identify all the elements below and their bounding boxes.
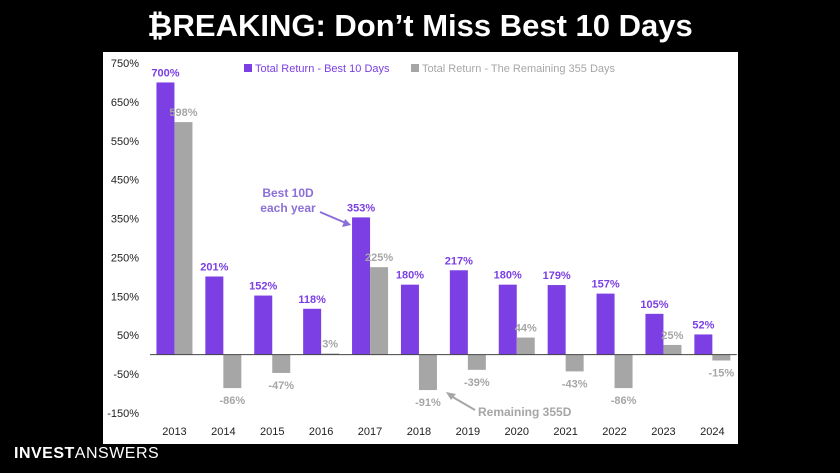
data-label-remaining: -91% bbox=[415, 397, 441, 409]
data-label-remaining: -43% bbox=[562, 378, 588, 390]
data-label-remaining: 25% bbox=[661, 330, 683, 342]
bar-remaining bbox=[174, 122, 193, 355]
x-tick-label: 2022 bbox=[602, 426, 626, 438]
annotation-arrow-best10 bbox=[319, 211, 349, 225]
y-tick-label: 650% bbox=[111, 97, 139, 109]
x-tick-label: 2013 bbox=[162, 426, 186, 438]
bar-best10 bbox=[352, 217, 371, 355]
x-tick-label: 2023 bbox=[651, 426, 675, 438]
y-tick-label: 450% bbox=[111, 175, 139, 187]
x-tick-label: 2018 bbox=[407, 426, 431, 438]
data-label-remaining: 598% bbox=[169, 107, 197, 119]
data-label-remaining: -15% bbox=[709, 368, 735, 380]
data-label-best10: 157% bbox=[591, 279, 619, 291]
data-label-remaining: -39% bbox=[464, 377, 490, 389]
bar-best10 bbox=[400, 284, 419, 355]
annotation-remaining: Remaining 355D bbox=[478, 405, 572, 419]
brand-logo: INVESTANSWERS bbox=[14, 445, 159, 463]
annotation-arrow-remaining bbox=[450, 395, 476, 411]
brand-answers: ANSWERS bbox=[74, 445, 160, 462]
data-label-best10: 217% bbox=[445, 255, 473, 267]
title-text: REAKING: Don’t Miss Best 10 Days bbox=[172, 8, 693, 43]
bar-best10 bbox=[156, 82, 175, 355]
x-tick-label: 2014 bbox=[211, 426, 235, 438]
bar-remaining bbox=[467, 354, 486, 370]
data-label-best10: 118% bbox=[298, 294, 326, 306]
data-label-best10: 52% bbox=[692, 319, 714, 331]
data-label-remaining: 3% bbox=[322, 339, 338, 351]
annotation-arrowhead-remaining bbox=[445, 392, 456, 400]
annotation-best10-line2: each year bbox=[260, 201, 316, 215]
legend-label-best10: Total Return - Best 10 Days bbox=[255, 63, 390, 75]
bar-remaining bbox=[516, 337, 535, 355]
bar-chart: 750% 650% 550% 450% 350% 250% 150% 50% -50% -150%… bbox=[107, 58, 737, 438]
y-tick-label: 750% bbox=[111, 58, 139, 70]
data-label-best10: 179% bbox=[543, 270, 571, 282]
data-label-remaining: -47% bbox=[268, 380, 294, 392]
bar-remaining bbox=[614, 354, 633, 389]
data-label-best10: 201% bbox=[200, 262, 228, 274]
data-label-remaining: 225% bbox=[365, 252, 393, 264]
bar-remaining bbox=[370, 267, 389, 355]
y-tick-label: 550% bbox=[111, 136, 139, 148]
data-label-best10: 105% bbox=[640, 299, 668, 311]
bar-best10 bbox=[645, 313, 664, 355]
legend-label-remaining: Total Return - The Remaining 355 Days bbox=[422, 63, 616, 75]
bar-remaining bbox=[418, 354, 437, 391]
y-tick-label: 50% bbox=[117, 330, 139, 342]
bar-remaining bbox=[272, 354, 291, 373]
data-label-best10: 700% bbox=[151, 67, 179, 79]
data-label-remaining: -86% bbox=[220, 395, 246, 407]
legend-swatch-remaining bbox=[411, 64, 419, 72]
chart-panel: 750% 650% 550% 450% 350% 250% 150% 50% -50% -150%… bbox=[103, 52, 738, 444]
x-tick-label: 2017 bbox=[358, 426, 382, 438]
bar-remaining bbox=[565, 354, 584, 372]
bar-best10 bbox=[449, 270, 468, 355]
x-tick-label: 2021 bbox=[553, 426, 577, 438]
data-label-best10: 353% bbox=[347, 202, 375, 214]
bar-best10 bbox=[254, 295, 273, 355]
x-tick-label: 2020 bbox=[505, 426, 529, 438]
data-label-best10: 180% bbox=[396, 270, 424, 282]
bar-best10 bbox=[596, 293, 615, 355]
brand-invest: INVEST bbox=[14, 445, 75, 462]
x-tick-label: 2024 bbox=[700, 426, 724, 438]
y-tick-label: -50% bbox=[113, 369, 139, 381]
bar-best10 bbox=[547, 285, 566, 355]
annotation-arrowhead-best10 bbox=[342, 219, 352, 227]
bar-remaining bbox=[712, 354, 731, 361]
bar-best10 bbox=[303, 308, 322, 355]
data-label-best10: 152% bbox=[249, 281, 277, 293]
bar-best10 bbox=[205, 276, 224, 355]
x-tick-label: 2019 bbox=[456, 426, 480, 438]
bar-best10 bbox=[694, 334, 713, 355]
y-tick-label: 350% bbox=[111, 214, 139, 226]
bar-remaining bbox=[223, 354, 242, 389]
bitcoin-b-icon: ₿ bbox=[147, 8, 173, 43]
y-tick-label: 150% bbox=[111, 291, 139, 303]
y-tick-label: 250% bbox=[111, 252, 139, 264]
bar-best10 bbox=[498, 284, 517, 355]
y-tick-label: -150% bbox=[107, 408, 139, 420]
x-tick-label: 2016 bbox=[309, 426, 333, 438]
bar-remaining bbox=[321, 353, 340, 355]
bar-remaining bbox=[663, 344, 682, 355]
data-label-remaining: 44% bbox=[515, 323, 537, 335]
page-title: ₿REAKING: Don’t Miss Best 10 Days bbox=[0, 8, 840, 44]
annotation-best10-line1: Best 10D bbox=[262, 186, 314, 200]
legend-swatch-best10 bbox=[244, 64, 252, 72]
data-label-remaining: -86% bbox=[611, 395, 637, 407]
data-label-best10: 180% bbox=[494, 270, 522, 282]
x-tick-label: 2015 bbox=[260, 426, 284, 438]
